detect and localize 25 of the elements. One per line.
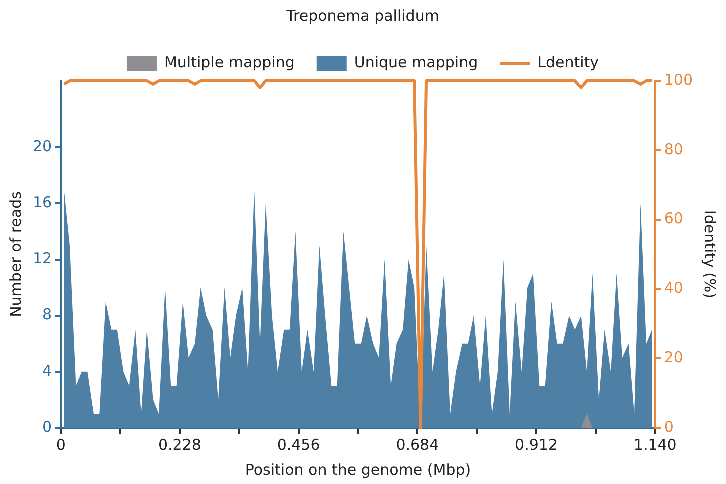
y2-tick-label: 80 xyxy=(664,140,684,158)
y-tick-label: 4 xyxy=(42,362,52,380)
y-tick-label: 0 xyxy=(42,418,52,436)
y-tick-label: 8 xyxy=(42,306,52,324)
chart-title: Treponema pallidum xyxy=(286,6,440,25)
y-axis-title: Number of reads xyxy=(6,191,25,318)
y2-tick-label: 0 xyxy=(664,418,674,436)
x-tick-label: 0.684 xyxy=(396,436,440,454)
y2-axis-title: Identity (%) xyxy=(701,210,720,299)
x-tick-label: 0.456 xyxy=(277,436,320,454)
legend-label: Unique mapping xyxy=(354,53,478,72)
x-tick-label: 1.140 xyxy=(634,436,677,454)
legend-label: Ldentity xyxy=(538,53,600,72)
x-tick-label: 0 xyxy=(56,436,66,454)
y-tick-label: 12 xyxy=(32,250,52,268)
y2-tick-label: 40 xyxy=(664,279,684,298)
y-tick-label: 16 xyxy=(32,194,52,212)
x-tick-label: 0.912 xyxy=(515,436,558,454)
x-tick-label: 0.228 xyxy=(158,436,202,454)
y2-tick-label: 100 xyxy=(664,70,694,89)
legend-label: Multiple mapping xyxy=(164,53,295,72)
y2-tick-label: 60 xyxy=(664,210,684,228)
y2-tick-label: 20 xyxy=(664,348,684,366)
x-axis-title: Position on the genome (Mbp) xyxy=(245,460,472,479)
y-tick-label: 20 xyxy=(32,137,52,156)
